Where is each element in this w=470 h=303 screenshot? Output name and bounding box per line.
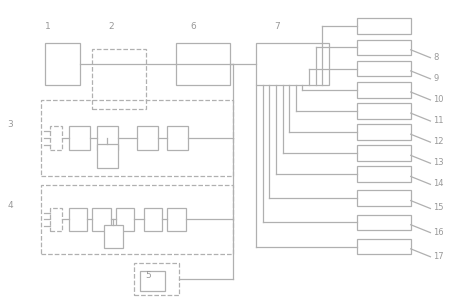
Text: 11: 11 bbox=[433, 116, 444, 125]
Bar bbox=[137, 126, 157, 150]
Text: 12: 12 bbox=[433, 137, 444, 146]
Bar bbox=[92, 49, 146, 109]
Bar bbox=[357, 166, 411, 182]
Bar bbox=[50, 208, 62, 231]
Text: 2: 2 bbox=[108, 22, 114, 31]
Bar bbox=[116, 208, 134, 231]
Bar bbox=[97, 126, 118, 150]
Bar bbox=[167, 126, 188, 150]
Text: 7: 7 bbox=[274, 22, 280, 31]
Bar bbox=[176, 43, 230, 85]
Text: 14: 14 bbox=[433, 179, 444, 188]
Bar bbox=[134, 263, 179, 295]
Bar bbox=[69, 208, 87, 231]
Bar bbox=[357, 103, 411, 118]
Text: 16: 16 bbox=[433, 228, 444, 237]
Bar bbox=[357, 145, 411, 161]
Text: 17: 17 bbox=[433, 252, 444, 261]
Bar bbox=[357, 190, 411, 206]
Text: 4: 4 bbox=[7, 201, 13, 210]
Bar bbox=[357, 61, 411, 76]
Bar bbox=[104, 225, 123, 248]
Text: 13: 13 bbox=[433, 158, 444, 167]
Text: 1: 1 bbox=[45, 22, 50, 31]
Bar bbox=[357, 239, 411, 254]
Bar bbox=[256, 43, 329, 85]
Text: 9: 9 bbox=[433, 74, 439, 83]
Bar bbox=[141, 271, 164, 291]
Bar bbox=[357, 124, 411, 140]
Text: 5: 5 bbox=[145, 271, 151, 280]
Bar bbox=[357, 82, 411, 98]
Text: 15: 15 bbox=[433, 203, 444, 212]
Bar bbox=[357, 215, 411, 230]
Bar bbox=[40, 185, 233, 254]
Text: 10: 10 bbox=[433, 95, 444, 104]
Text: 6: 6 bbox=[190, 22, 196, 31]
Bar bbox=[40, 100, 233, 176]
Text: 8: 8 bbox=[433, 53, 439, 62]
Bar bbox=[144, 208, 162, 231]
Bar bbox=[167, 208, 186, 231]
Bar bbox=[97, 144, 118, 168]
Bar bbox=[50, 126, 62, 150]
Bar bbox=[69, 126, 90, 150]
Text: 3: 3 bbox=[7, 120, 13, 129]
Bar bbox=[92, 208, 111, 231]
Bar bbox=[357, 18, 411, 34]
Bar bbox=[45, 43, 80, 85]
Bar bbox=[357, 40, 411, 55]
